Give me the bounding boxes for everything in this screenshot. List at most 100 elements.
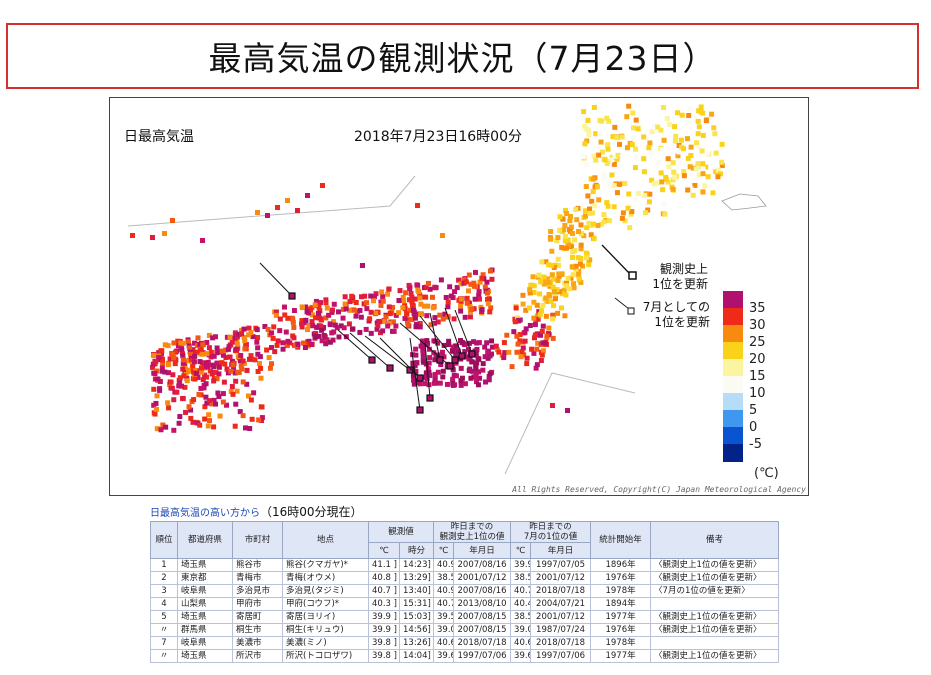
table-cell: 41.1 ] (368, 558, 400, 572)
table-cell: 39.6 (433, 649, 455, 663)
annotation-record-july: 7月としての 1位を更新 (642, 300, 710, 329)
table-cell: 所沢(トコロザワ) (282, 649, 369, 663)
legend-swatch (723, 359, 743, 377)
legend-swatch (723, 342, 743, 360)
table-cell: 2 (150, 571, 178, 585)
legend-label: 10 (749, 386, 766, 401)
table-cell: 2018/07/18 (530, 636, 592, 650)
header-july-record: 昨日までの 7月の1位の値 (510, 521, 592, 543)
map-datetime: 2018年7月23日16時00分 (354, 129, 522, 145)
station-markers (130, 103, 725, 433)
inset-line-north (127, 175, 416, 227)
table-cell: 1894年 (590, 597, 652, 611)
table-caption-time: （16時00分現在） (260, 505, 363, 519)
legend-swatch (723, 325, 743, 343)
table-cell: 40.8 ] (368, 571, 400, 585)
table-cell: 〈7月の1位の値を更新〉 (650, 584, 780, 598)
table-cell: 2018/07/18 (453, 636, 512, 650)
header-station: 地点 (282, 521, 369, 559)
table-cell: 40.3 ] (368, 597, 400, 611)
table-cell: 2013/08/10 (453, 597, 512, 611)
table-cell: 〈観測史上1位の値を更新〉 (650, 571, 780, 585)
header-prev-c: ℃ (433, 542, 455, 559)
table-cell: 〃 (150, 623, 178, 637)
inset-line-south (504, 372, 636, 475)
legend-label: -5 (749, 437, 762, 452)
legend-unit: (℃) (754, 466, 779, 481)
copyright-notice: All Rights Reserved, Copyright(C) Japan … (512, 485, 806, 494)
table-cell: 40.7 ] (368, 584, 400, 598)
header-prev-date: 年月日 (453, 542, 512, 559)
legend-swatch (723, 376, 743, 394)
record-pointers (259, 262, 476, 414)
table-cell: 1977年 (590, 610, 652, 624)
header-prev-record: 昨日までの 観測史上1位の値 (433, 521, 512, 543)
table-cell: 38.5 (510, 571, 532, 585)
table-cell: 39.8 ] (368, 649, 400, 663)
table-cell: 青梅(オウメ) (282, 571, 369, 585)
legend-label: 25 (749, 335, 766, 350)
table-caption-link[interactable]: 日最高気温の高い方から (150, 508, 260, 519)
ranking-table: 順位 都道府県 市町村 地点 観測値 昨日までの 観測史上1位の値 昨日までの … (150, 521, 780, 663)
legend-swatch (723, 291, 743, 309)
table-cell: 14:56] (398, 623, 435, 637)
map-canvas (127, 103, 767, 475)
table-cell: 2018/07/18 (530, 584, 592, 598)
table-cell: 13:40] (398, 584, 435, 598)
table-cell: 39.9 ] (368, 623, 400, 637)
table-cell (650, 636, 780, 650)
table-cell: 〈観測史上1位の値を更新〉 (650, 649, 780, 663)
table-cell: 2007/08/16 (453, 558, 512, 572)
table-cell: 埼玉県 (177, 649, 233, 663)
table-cell: 40.7 (510, 584, 532, 598)
table-cell: 2001/07/12 (530, 571, 592, 585)
table-cell: 39.8 ] (368, 636, 400, 650)
table-cell: 2004/07/21 (530, 597, 592, 611)
table-cell: 埼玉県 (177, 558, 233, 572)
table-cell: 甲府市 (232, 597, 283, 611)
header-rank: 順位 (150, 521, 178, 559)
table-cell: 40.9 (433, 584, 455, 598)
table-cell: 2007/08/15 (453, 623, 512, 637)
table-cell: 熊谷(クマガヤ)* (282, 558, 369, 572)
table-cell: 14:04] (398, 649, 435, 663)
table-cell: 所沢市 (232, 649, 283, 663)
legend-swatch (723, 393, 743, 411)
table-cell: 2001/07/12 (530, 610, 592, 624)
table-cell: 1987/07/24 (530, 623, 592, 637)
legend-label: 20 (749, 352, 766, 367)
table-cell: 1896年 (590, 558, 652, 572)
island-outline (721, 193, 767, 211)
table-cell: 38.5 (510, 610, 532, 624)
table-cell: 美濃(ミノ) (282, 636, 369, 650)
table-cell: 13:26] (398, 636, 435, 650)
table-cell: 寄居町 (232, 610, 283, 624)
header-obs-c: ℃ (368, 542, 400, 559)
header-july-c: ℃ (510, 542, 532, 559)
table-cell: 1997/07/06 (453, 649, 512, 663)
table-cell: 1976年 (590, 571, 652, 585)
legend-swatch (723, 308, 743, 326)
table-cell: 〃 (150, 649, 178, 663)
header-remarks: 備考 (650, 521, 780, 559)
table-cell: 岐阜県 (177, 636, 233, 650)
table-cell: 39.0 (433, 623, 455, 637)
table-cell: 1997/07/05 (530, 558, 592, 572)
header-observed: 観測値 (367, 521, 435, 543)
table-cell: 〈観測史上1位の値を更新〉 (650, 610, 780, 624)
table-cell: 40.6 (433, 636, 455, 650)
table-cell: 埼玉県 (177, 610, 233, 624)
legend-label: 5 (749, 403, 758, 418)
table-cell: 熊谷市 (232, 558, 283, 572)
table-cell: 2007/08/15 (453, 610, 512, 624)
table-cell: 甲府(コウフ)* (282, 597, 369, 611)
table-cell: 2001/07/12 (453, 571, 512, 585)
header-july-date: 年月日 (530, 542, 592, 559)
